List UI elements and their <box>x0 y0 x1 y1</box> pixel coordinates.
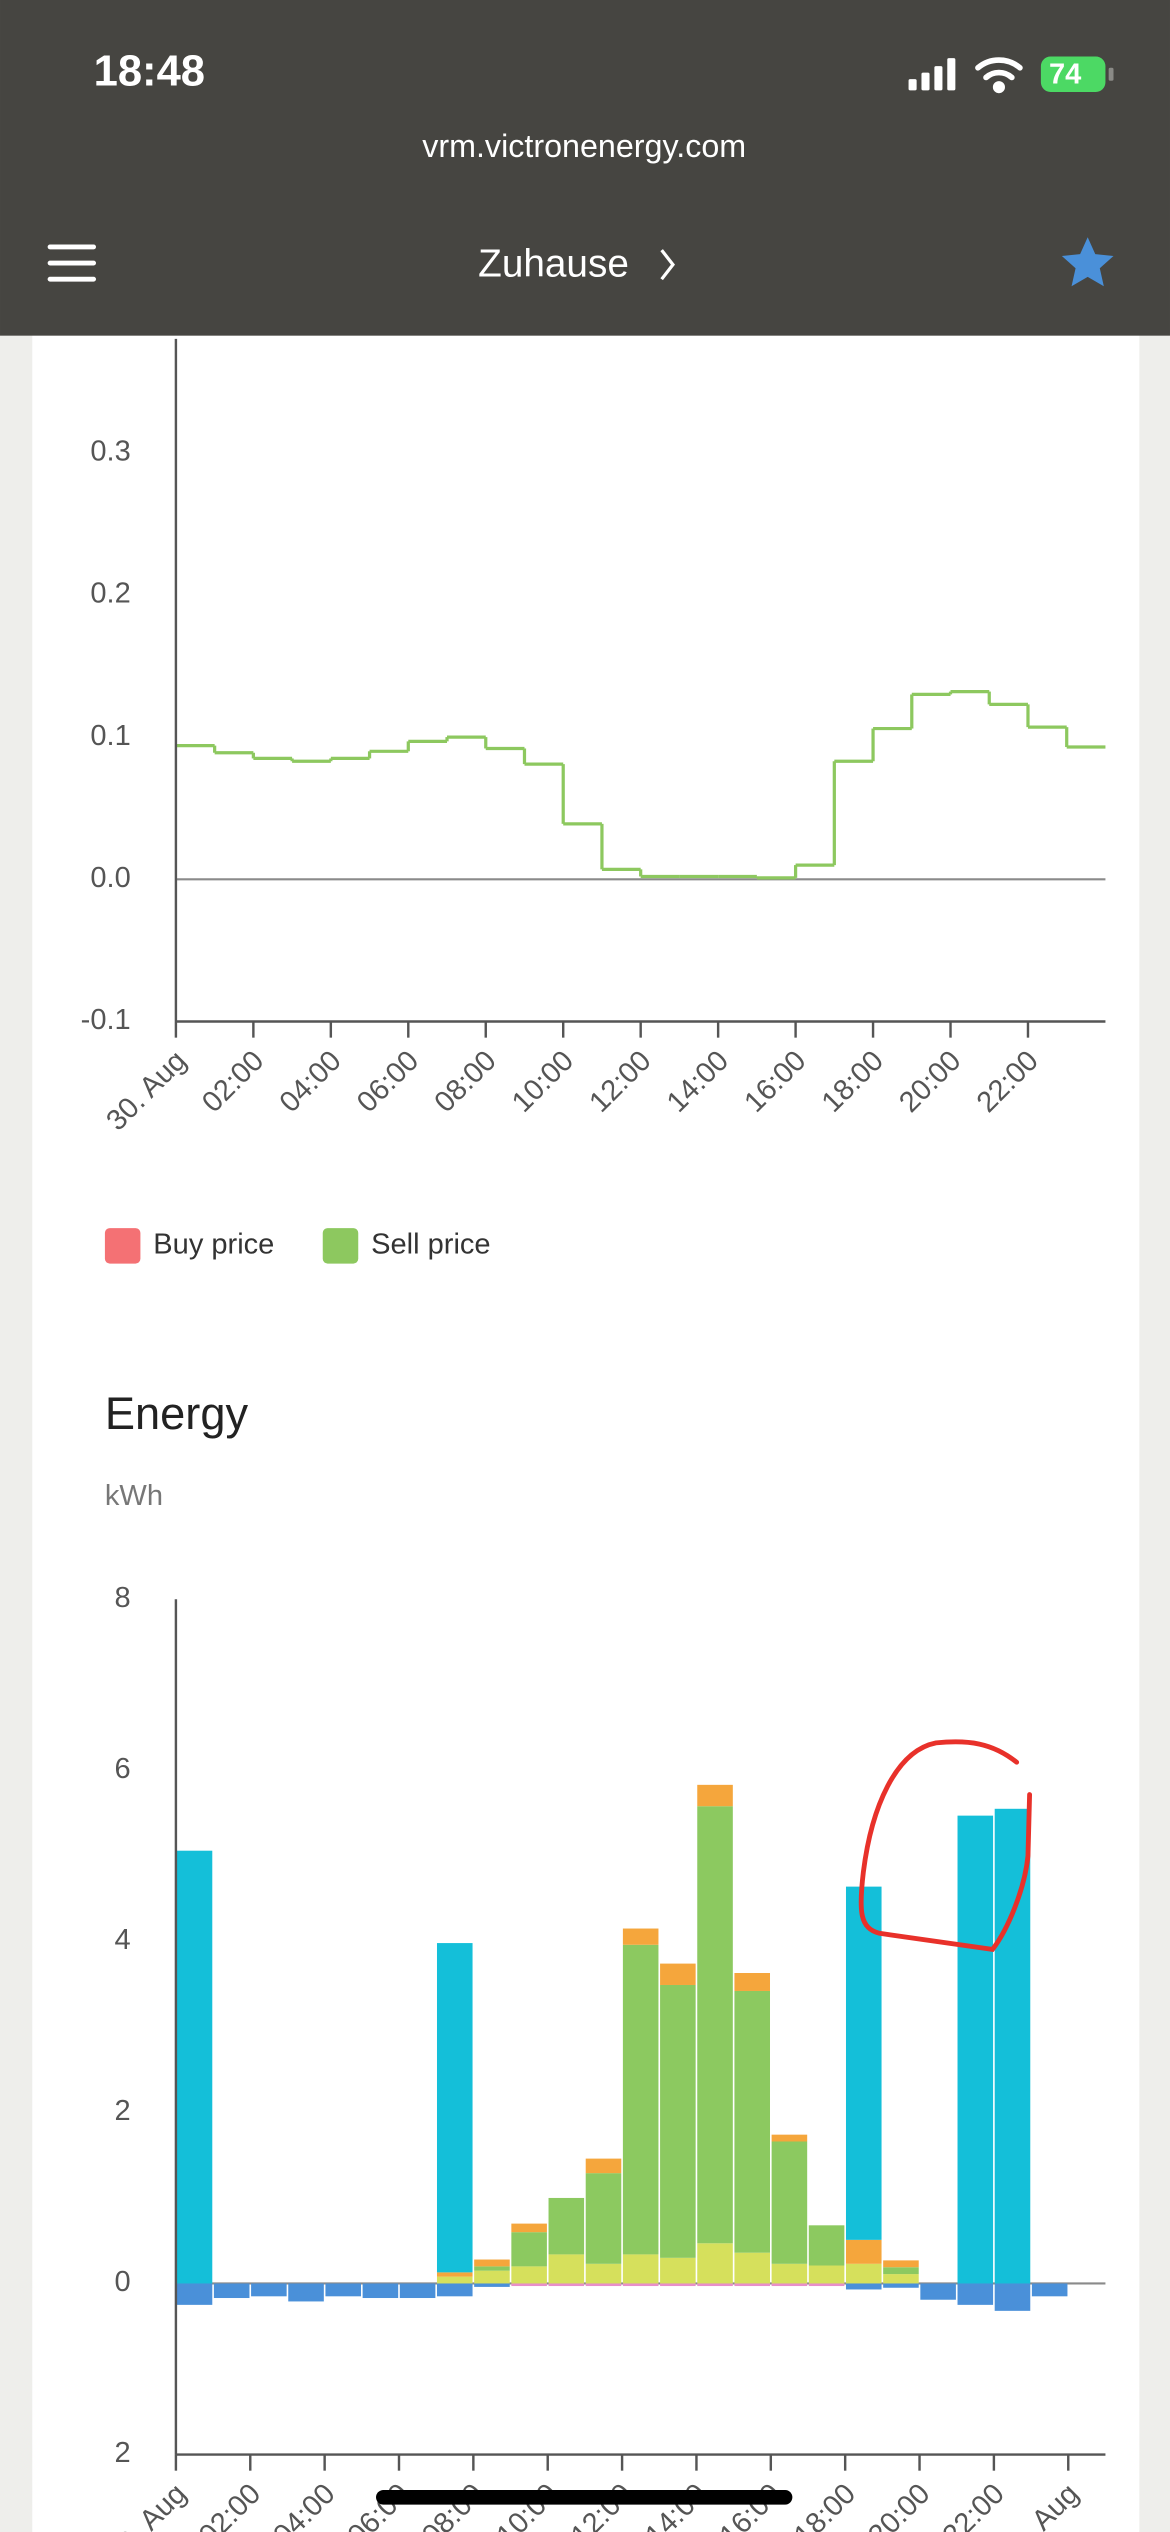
bar-segment <box>697 2283 733 2287</box>
bar-segment <box>660 2257 696 2284</box>
bar-segment <box>808 2225 845 2266</box>
header <box>0 0 1170 336</box>
menu-button[interactable] <box>47 244 97 282</box>
legend-label: Buy price <box>153 1228 274 1260</box>
signal-icon <box>908 58 956 91</box>
y-tick-label: 0.1 <box>90 720 130 752</box>
bar-segment <box>697 1806 733 2244</box>
bar-segment <box>845 2283 882 2290</box>
y-tick-label: 0.0 <box>90 862 130 894</box>
bar-segment <box>920 2283 956 2300</box>
status-time: 18:48 <box>94 48 205 96</box>
bar-segment <box>213 2283 250 2299</box>
bar-segment <box>399 2283 436 2299</box>
bar-segment <box>883 2274 919 2284</box>
url: vrm.victronenergy.com <box>422 128 746 164</box>
battery-icon <box>1040 56 1106 92</box>
bar-segment <box>436 1943 473 2273</box>
y-tick-label: 0.2 <box>90 578 130 610</box>
battery-level: 74 <box>1049 59 1081 91</box>
bar-segment <box>808 2265 845 2284</box>
bar-segment <box>994 2283 1031 2311</box>
bar-segment <box>474 2266 510 2271</box>
bar-segment <box>994 1808 1031 2284</box>
bar-segment <box>622 1928 659 1945</box>
bar-segment <box>251 2283 287 2297</box>
bar-segment <box>771 2263 808 2284</box>
bar-segment <box>585 2263 622 2284</box>
favorite-star[interactable] <box>1061 237 1114 287</box>
bar-segment <box>883 2283 919 2288</box>
bar-segment <box>436 2276 473 2284</box>
bar-segment <box>845 1886 882 2240</box>
chart-title: Energy <box>105 1388 249 1439</box>
bar-segment <box>697 1784 733 1807</box>
y-tick-label: 2 <box>115 2437 131 2469</box>
bar-segment <box>622 1944 659 2255</box>
y-tick-label: 0.3 <box>90 435 130 467</box>
bar-segment <box>585 2173 622 2264</box>
legend-label: Sell price <box>371 1228 490 1260</box>
bar-segment <box>1031 2283 1068 2297</box>
y-axis-unit: kWh <box>105 1480 163 1512</box>
y-tick-label: 4 <box>115 1924 131 1956</box>
bar-segment <box>176 2283 213 2305</box>
bar-segment <box>660 2283 696 2287</box>
y-tick-label: 0 <box>115 2266 131 2298</box>
bar-segment <box>176 1850 213 2284</box>
bar-segment <box>511 2266 547 2284</box>
y-tick-label: 8 <box>115 1582 131 1614</box>
bar-segment <box>771 2134 808 2142</box>
bar-segment <box>734 2252 771 2284</box>
bar-segment <box>734 1990 771 2253</box>
y-tick-label: 6 <box>115 1753 131 1785</box>
bar-segment <box>474 2270 510 2284</box>
y-tick-label: -0.1 <box>81 1004 131 1036</box>
bar-segment <box>660 1963 696 1985</box>
bar-segment <box>957 2283 994 2305</box>
bar-segment <box>436 2283 473 2297</box>
bar-segment <box>808 2283 845 2287</box>
legend-swatch <box>104 1228 141 1264</box>
bar-segment <box>585 2158 622 2174</box>
bar-segment <box>548 2254 585 2284</box>
bar-segment <box>548 2283 585 2287</box>
chevron[interactable] <box>660 249 675 281</box>
bar-segment <box>474 2259 510 2267</box>
bar-segment <box>697 2243 733 2284</box>
bar-segment <box>771 2283 808 2287</box>
home-indicator <box>376 2490 793 2505</box>
bar-segment <box>660 1984 696 2258</box>
bar-segment <box>436 2272 473 2277</box>
bar-segment <box>845 2263 882 2284</box>
bar-segment <box>622 2254 659 2284</box>
bar-segment <box>771 2141 808 2264</box>
bar-segment <box>883 2260 919 2268</box>
bar-segment <box>734 2283 771 2287</box>
bar-segment <box>622 2283 659 2287</box>
hand-drawn-annotation <box>858 1739 1033 1953</box>
bar-segment <box>511 2232 547 2267</box>
site-title[interactable]: Zuhause <box>478 243 629 286</box>
bar-segment <box>511 2223 547 2233</box>
bar-segment <box>474 2283 510 2287</box>
wifi-icon <box>975 57 1023 94</box>
bar-segment <box>957 1815 994 2284</box>
bar-segment <box>325 2283 362 2297</box>
bar-segment <box>548 2197 585 2255</box>
bar-segment <box>734 1973 771 1991</box>
y-tick-label: 2 <box>115 2095 131 2127</box>
bar-segment <box>585 2283 622 2287</box>
battery-tip <box>1108 67 1114 81</box>
legend-swatch <box>322 1228 359 1264</box>
bar-segment <box>511 2283 547 2287</box>
bar-segment <box>883 2267 919 2275</box>
content-card <box>32 0 1140 2532</box>
bar-segment <box>845 2239 882 2264</box>
bar-segment <box>288 2283 324 2302</box>
bar-segment <box>362 2283 399 2299</box>
